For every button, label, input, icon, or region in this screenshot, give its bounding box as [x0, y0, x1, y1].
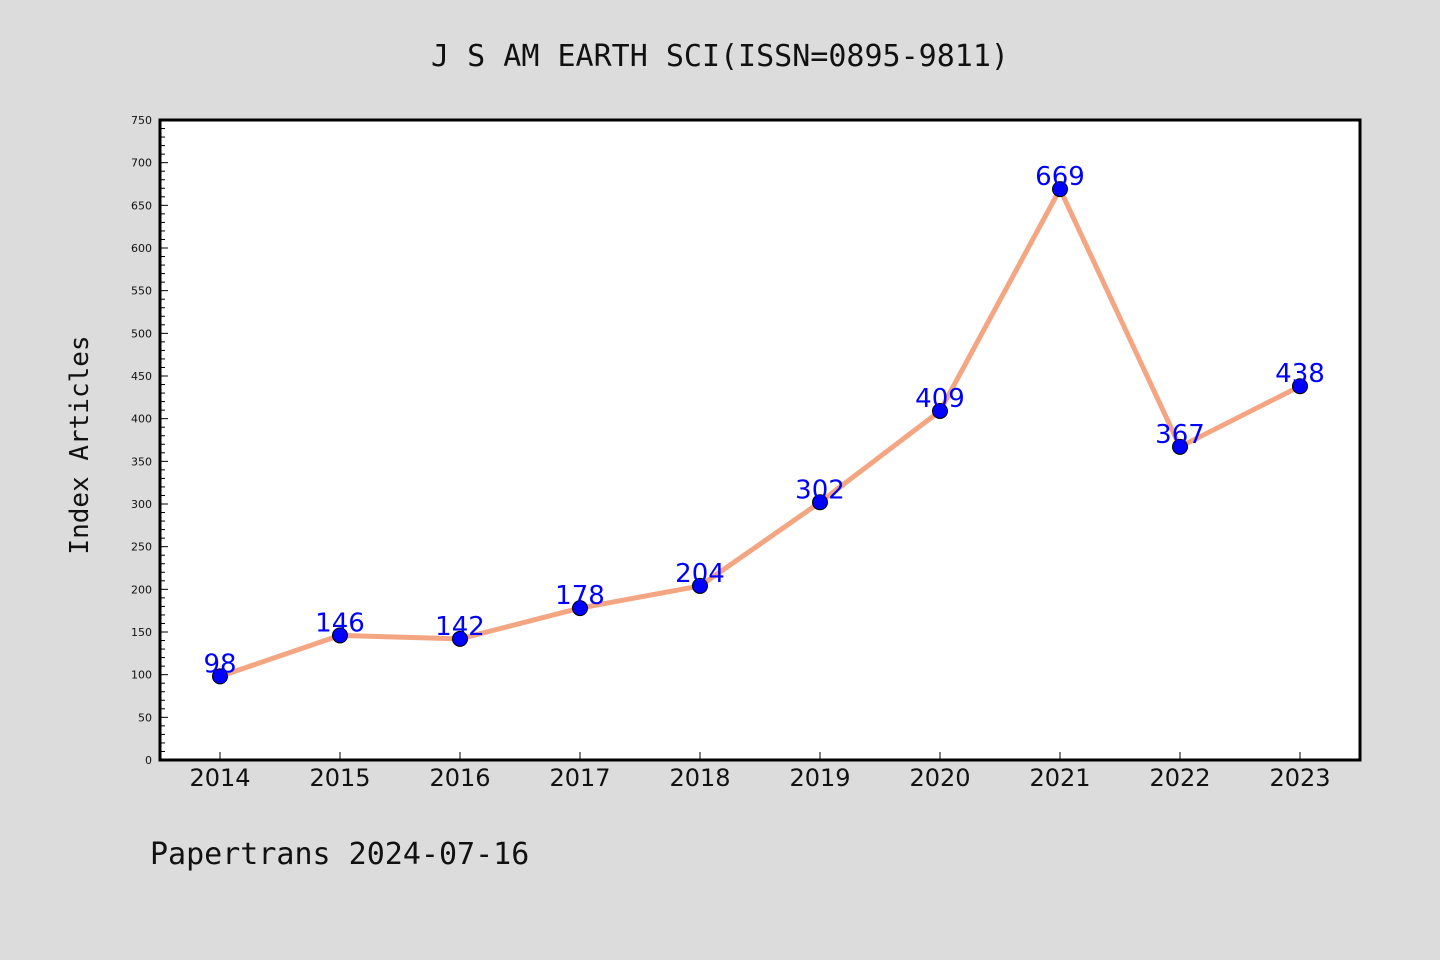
- y-tick-label: 100: [131, 669, 152, 682]
- y-axis: 0 50 100 150 200 250 300 350 400 450 500 550 600 650 7…: [131, 114, 168, 767]
- data-point: [1052, 181, 1068, 198]
- y-tick-label: 150: [131, 626, 152, 639]
- y-tick-label: 300: [131, 498, 152, 511]
- y-tick-label: 200: [131, 583, 152, 596]
- data-point: [332, 627, 348, 644]
- y-tick-label: 450: [131, 370, 152, 383]
- x-tick-label: 2015: [309, 764, 370, 792]
- series-line: [219, 186, 1302, 679]
- y-tick-label: 600: [131, 242, 152, 255]
- y-tick-label: 250: [131, 541, 152, 554]
- plot-area: [158, 118, 1362, 762]
- data-labels: 98 146 142 178 204 302 409 669 367 438: [203, 162, 1324, 679]
- data-point: [1292, 378, 1308, 395]
- x-tick-label: 2017: [549, 764, 610, 792]
- x-tick-label: 2018: [669, 764, 730, 792]
- data-label: 142: [435, 612, 485, 642]
- y-axis-label: Index Articles: [65, 335, 95, 554]
- footer-credit: Papertrans 2024-07-16: [150, 837, 529, 872]
- chart-title: J S AM EARTH SCI(ISSN=0895-9811): [431, 39, 1009, 74]
- data-point: [692, 577, 708, 594]
- y-tick-label: 0: [145, 754, 152, 767]
- data-points: [212, 181, 1308, 685]
- y-tick-label: 700: [131, 157, 152, 170]
- data-label: 204: [675, 559, 725, 589]
- data-point: [212, 668, 228, 685]
- y-tick-label: 350: [131, 455, 152, 468]
- x-tick-label: 2022: [1149, 764, 1210, 792]
- data-label: 302: [795, 475, 845, 505]
- data-point: [452, 630, 468, 647]
- x-tick-label: 2023: [1269, 764, 1330, 792]
- y-tick-label: 550: [131, 285, 152, 298]
- data-point: [572, 600, 588, 617]
- x-tick-label: 2019: [789, 764, 850, 792]
- x-axis: 2014 2015 2016 2017 2018 2019 2020 2021 2022 2023: [189, 752, 1331, 792]
- data-label: 98: [203, 649, 236, 679]
- x-tick-label: 2014: [189, 764, 250, 792]
- x-tick-label: 2021: [1029, 764, 1090, 792]
- data-label: 146: [315, 608, 365, 638]
- series-line-group: [219, 186, 1302, 679]
- data-label: 178: [555, 581, 605, 611]
- data-point: [812, 494, 828, 511]
- data-label: 409: [915, 384, 965, 414]
- y-tick-label: 650: [131, 199, 152, 212]
- x-tick-label: 2020: [909, 764, 970, 792]
- y-tick-label: 400: [131, 413, 152, 426]
- data-point: [1172, 438, 1188, 455]
- y-tick-label: 500: [131, 327, 152, 340]
- data-point: [932, 402, 948, 419]
- y-tick-label: 50: [138, 711, 152, 724]
- x-tick-label: 2016: [429, 764, 490, 792]
- data-label: 367: [1155, 420, 1205, 450]
- data-label: 669: [1035, 162, 1085, 192]
- data-label: 438: [1275, 359, 1325, 389]
- y-tick-label: 750: [131, 114, 152, 127]
